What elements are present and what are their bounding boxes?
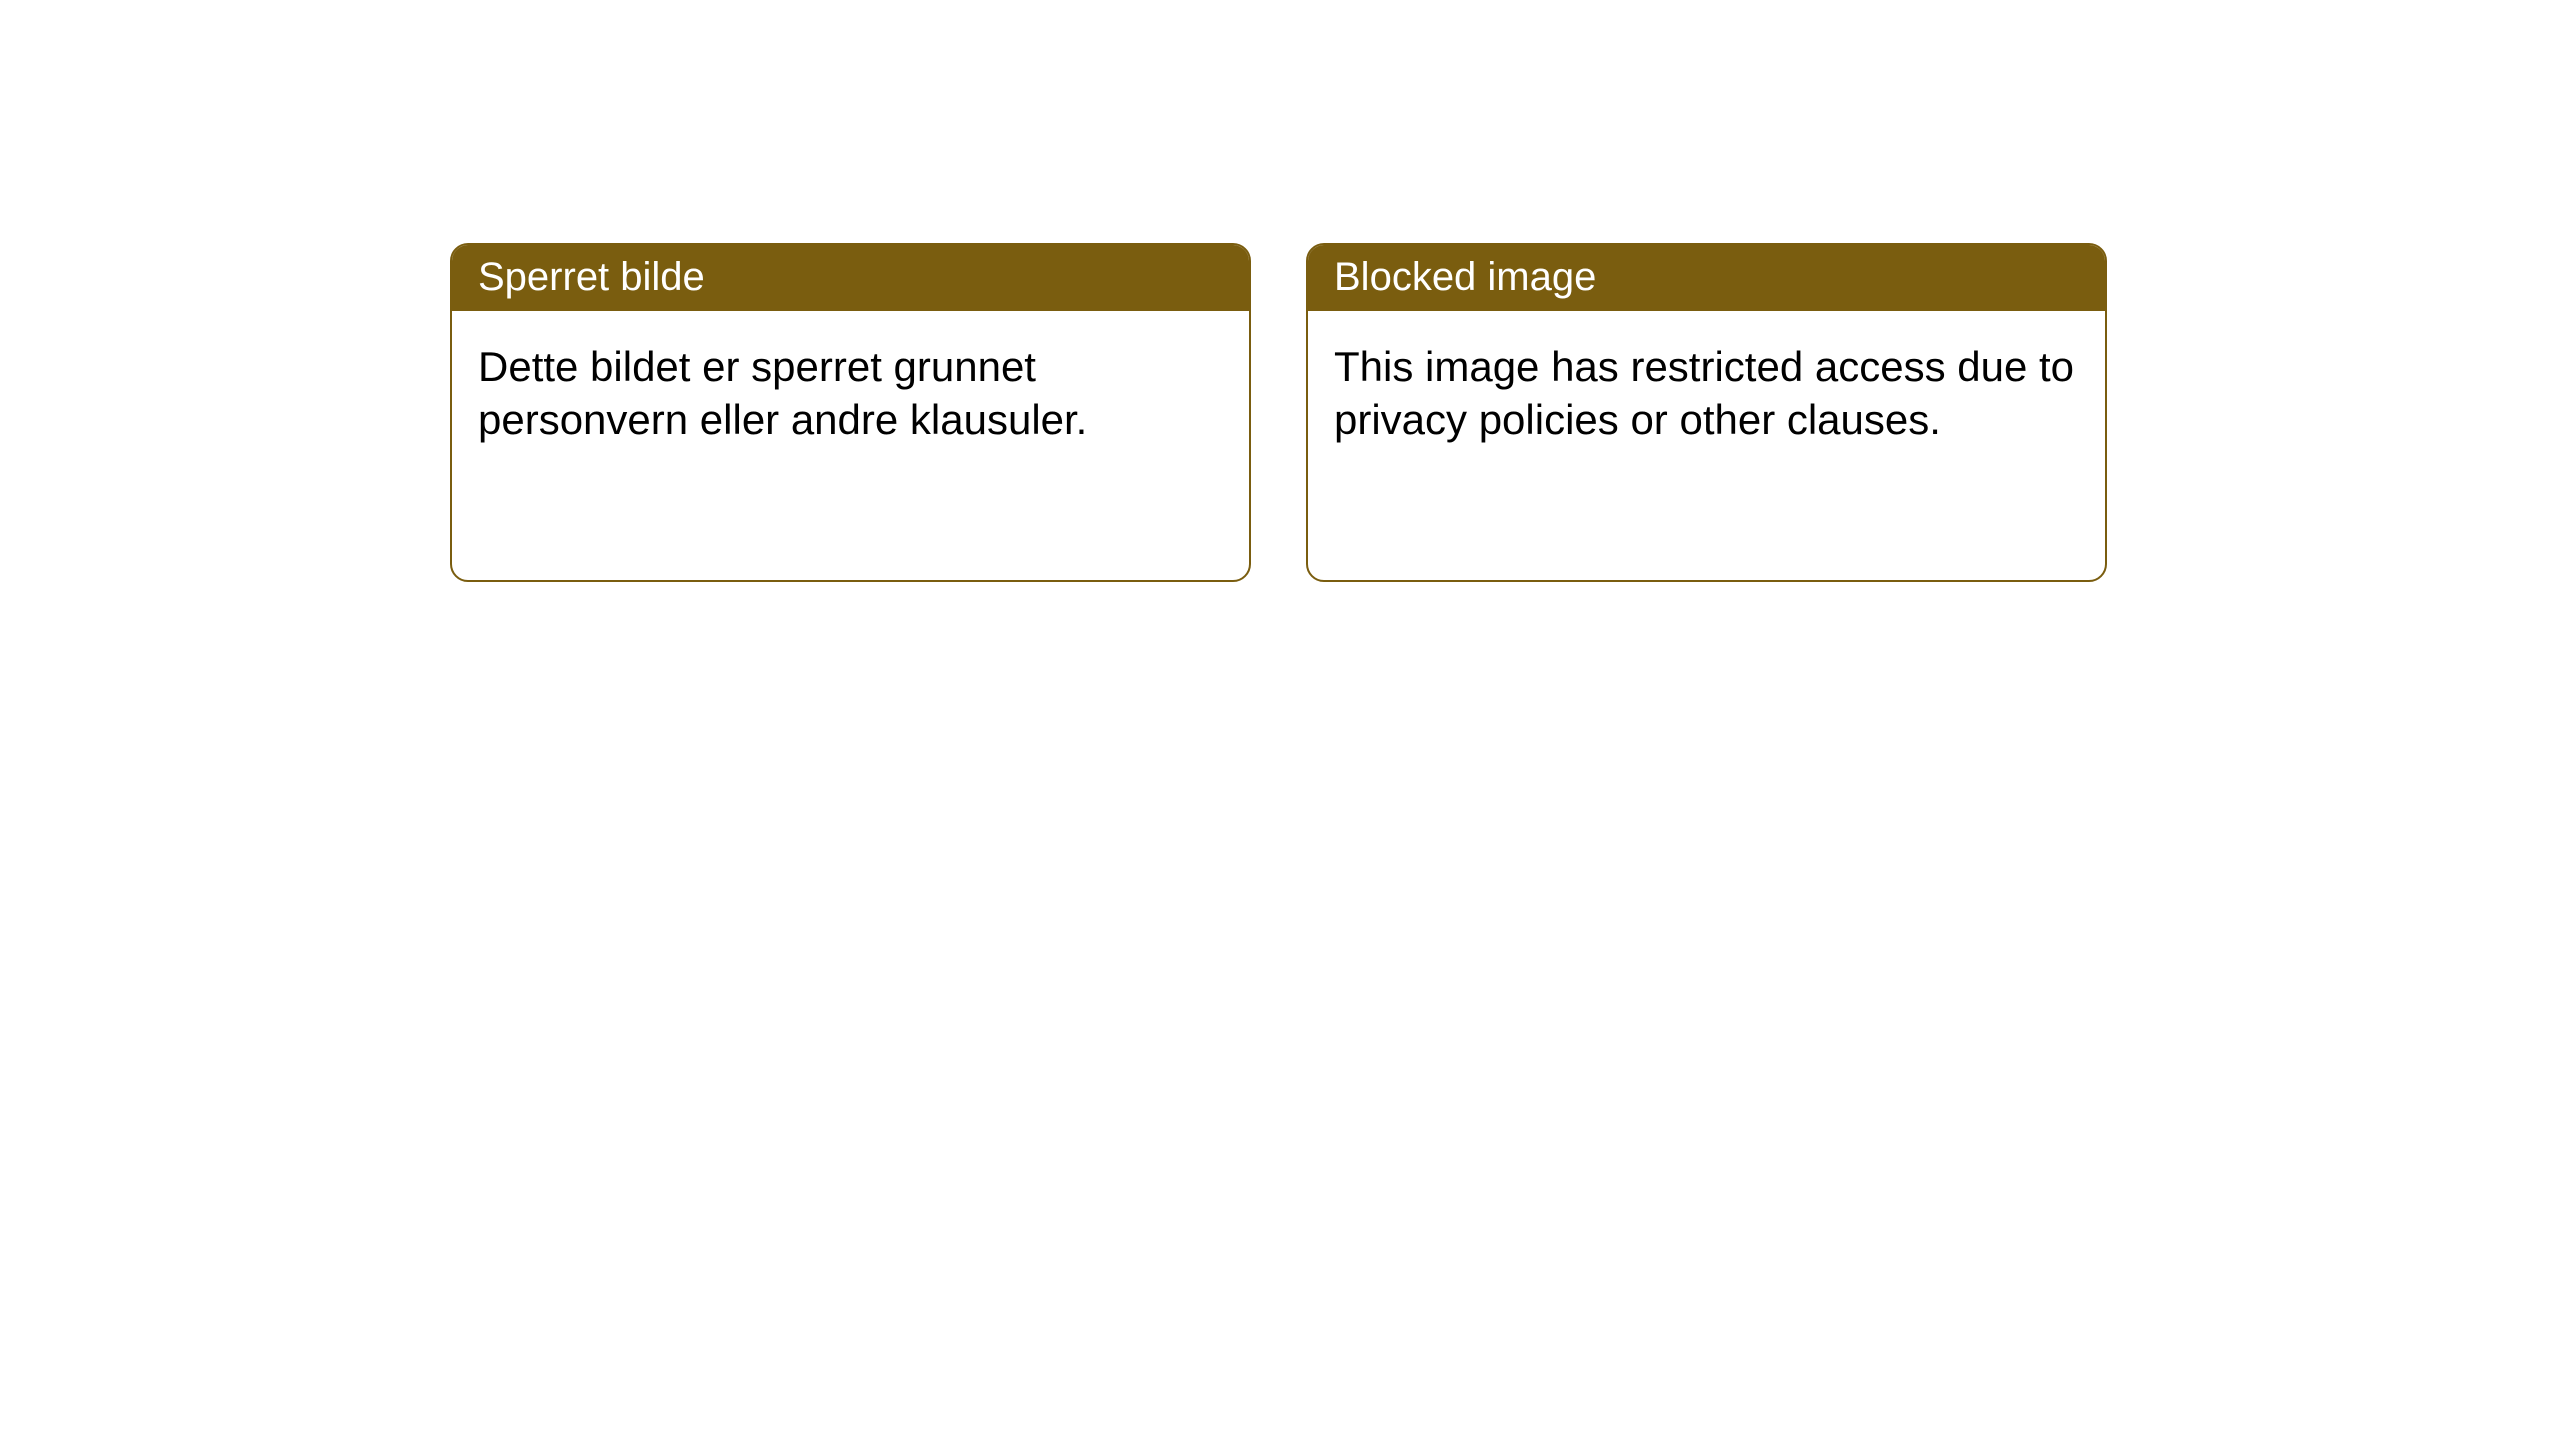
blocked-image-card-english: Blocked image This image has restricted … (1306, 243, 2107, 582)
card-header-norwegian: Sperret bilde (452, 245, 1249, 311)
blocked-image-card-norwegian: Sperret bilde Dette bildet er sperret gr… (450, 243, 1251, 582)
notice-cards-container: Sperret bilde Dette bildet er sperret gr… (0, 0, 2560, 582)
card-body-english: This image has restricted access due to … (1308, 311, 2105, 476)
card-header-english: Blocked image (1308, 245, 2105, 311)
card-body-norwegian: Dette bildet er sperret grunnet personve… (452, 311, 1249, 476)
